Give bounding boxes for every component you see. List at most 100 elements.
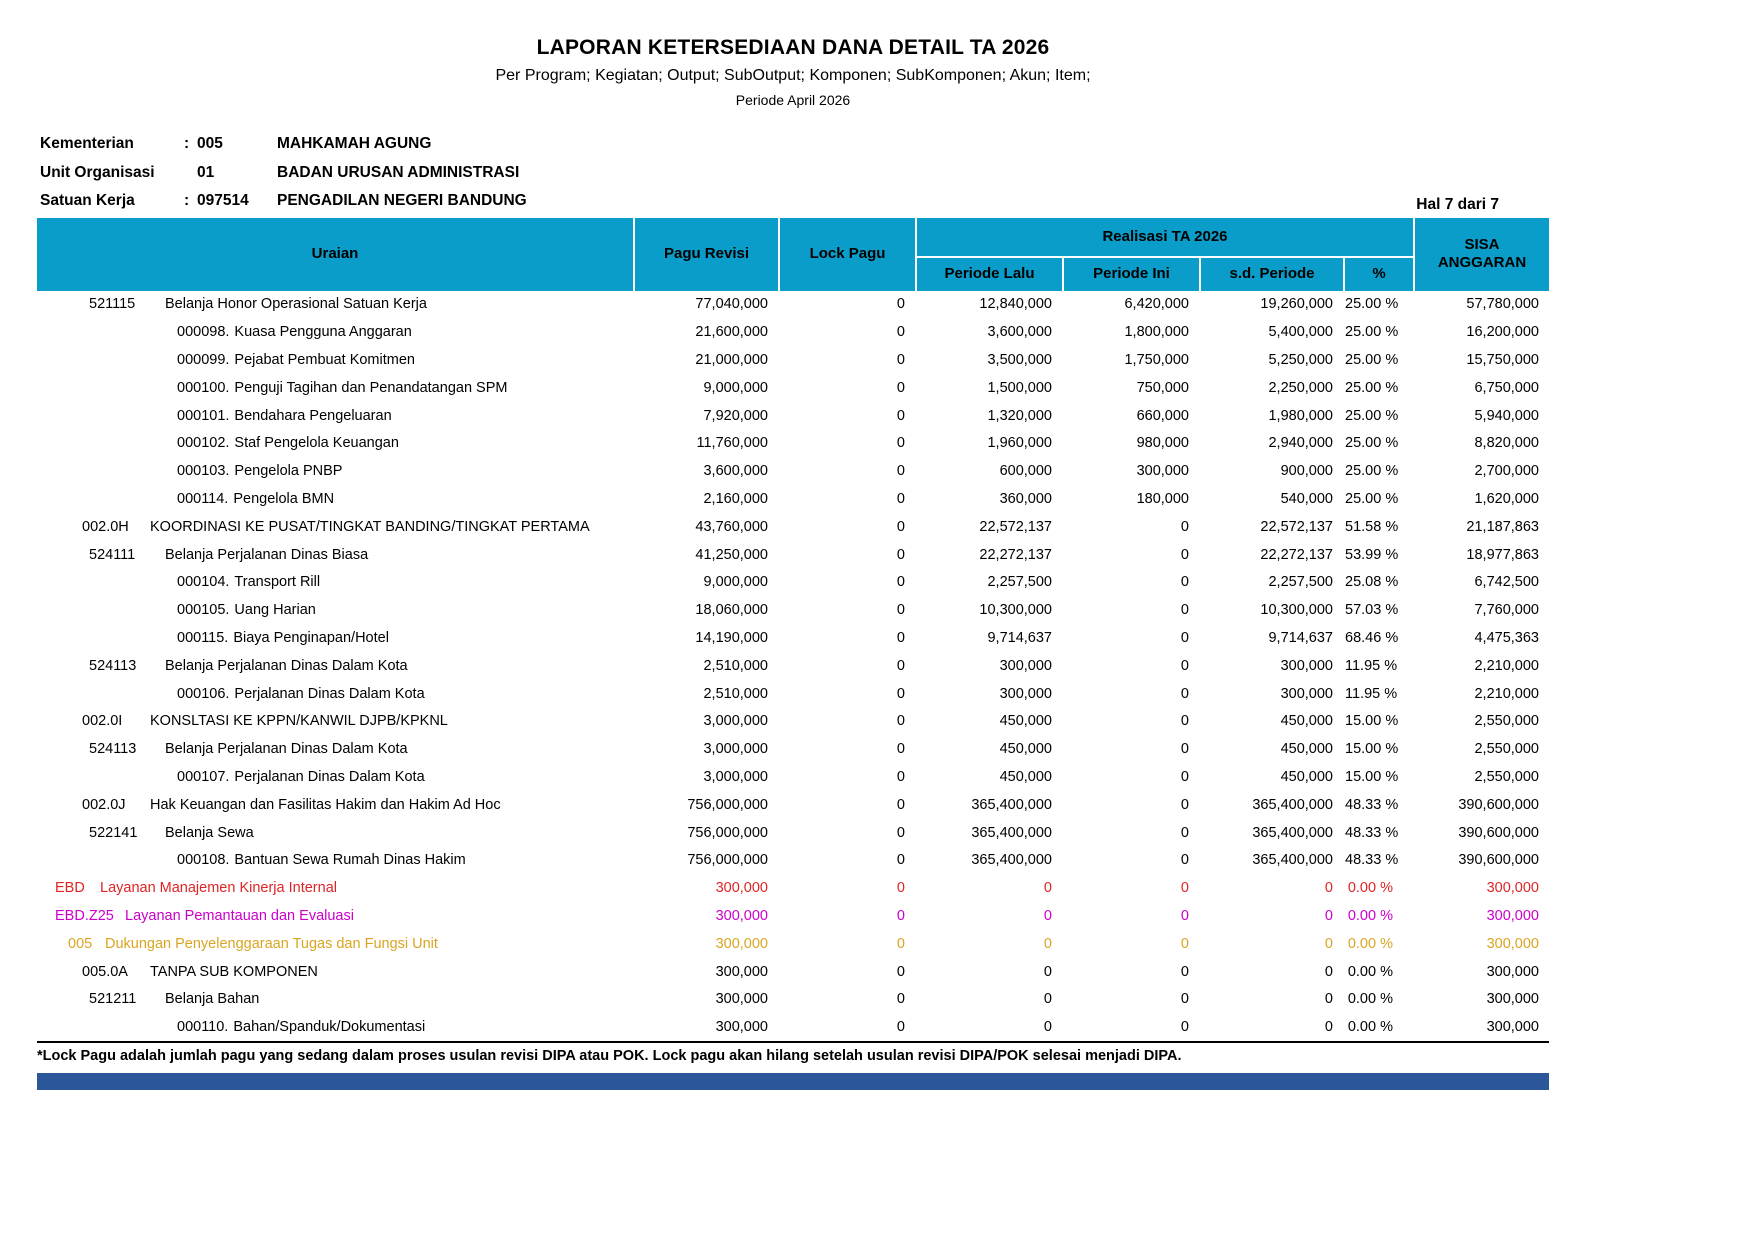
uraian-code: 000103. [177,463,230,480]
uraian-cell: 005.0A TANPA SUB KOMPONEN [37,964,633,980]
uraian-label: Bendahara Pengeluaran [234,407,392,424]
table-row: 000104. Transport Rill 9,000,000 0 2,257,500… [37,568,1549,596]
sd-periode-cell: 365,400,000 [1252,796,1333,813]
percent-cell: 11.95 % [1345,657,1398,674]
uraian-cell: 000106. Perjalanan Dinas Dalam Kota [37,686,633,702]
percent-cell: 11.95 % [1345,685,1398,702]
percent-cell: 15.00 % [1345,741,1399,758]
percent-cell: 25.00 % [1345,463,1399,480]
periode-lalu-cell: 9,714,637 [987,629,1052,646]
report-period: Periode April 2026 [735,92,851,108]
sisa-anggaran-cell: 300,000 [1486,935,1539,952]
table-row: 000115. Biaya Penginapan/Hotel 14,190,000 0… [37,624,1549,652]
percent-cell: 25.00 % [1345,351,1399,368]
column-header-percent: % [1345,257,1413,291]
table-row: 005.0A TANPA SUB KOMPONEN 300,000 0 0 0 0 0.00 … [37,958,1549,986]
meta-label: Kementerian [40,135,134,153]
table-row: 000110. Bahan/Spanduk/Dokumentasi 300,000 0… [37,1013,1549,1041]
table-row: 002.0I KONSLTASI KE KPPN/KANWIL DJPB/KPKN… [37,707,1549,735]
pagu-revisi-cell: 3,600,000 [703,463,768,480]
periode-lalu-cell: 365,400,000 [971,852,1052,869]
meta-row-satuan-kerja: Satuan Kerja : 097514 PENGADILAN NEGERI … [37,187,1549,216]
pagu-revisi-cell: 756,000,000 [687,796,768,813]
pagu-revisi-cell: 756,000,000 [687,852,768,869]
pagu-revisi-cell: 21,600,000 [695,324,768,341]
sd-periode-cell: 0 [1324,880,1333,897]
lock-pagu-cell: 0 [896,685,905,702]
uraian-cell: 002.0I KONSLTASI KE KPPN/KANWIL DJPB/KPKN… [37,713,633,729]
uraian-label: Dukungan Penyelenggaraan Tugas dan Fungs… [105,935,438,952]
uraian-label: Belanja Sewa [165,824,254,841]
periode-ini-cell: 0 [1180,713,1189,730]
sisa-anggaran-cell: 4,475,363 [1474,629,1539,646]
uraian-label: Layanan Pemantauan dan Evaluasi [125,907,354,924]
sisa-anggaran-cell: 2,700,000 [1474,463,1539,480]
table-row: 000099. Pejabat Pembuat Komitmen 21,000,00… [37,346,1549,374]
percent-cell: 0.00 % [1347,907,1393,924]
pagu-revisi-cell: 2,510,000 [703,657,768,674]
periode-ini-cell: 0 [1180,935,1189,952]
uraian-label: Biaya Penginapan/Hotel [233,629,389,646]
uraian-label: Uang Harian [234,602,316,619]
sd-periode-cell: 2,257,500 [1268,574,1333,591]
percent-cell: 25.08 % [1345,574,1399,591]
uraian-code: 000106. [177,685,230,702]
uraian-label: Belanja Perjalanan Dinas Dalam Kota [165,741,408,758]
percent-cell: 0.00 % [1347,935,1393,952]
sisa-anggaran-cell: 2,550,000 [1474,768,1539,785]
pagu-revisi-cell: 3,000,000 [703,741,768,758]
periode-lalu-cell: 450,000 [999,741,1052,758]
meta-value: PENGADILAN NEGERI BANDUNG [277,192,527,210]
uraian-cell: 521211 Belanja Bahan [37,991,633,1007]
uraian-cell: 000105. Uang Harian [37,602,633,618]
percent-cell: 48.33 % [1345,796,1399,813]
column-header-sd-periode: s.d. Periode [1201,257,1343,291]
pagu-revisi-cell: 77,040,000 [695,296,768,313]
periode-ini-cell: 0 [1180,518,1189,535]
lock-pagu-cell: 0 [896,490,905,507]
sisa-anggaran-cell: 390,600,000 [1458,852,1539,869]
periode-ini-cell: 750,000 [1136,379,1189,396]
table-row: 522141 Belanja Sewa 756,000,000 0 365,400,00… [37,819,1549,847]
sisa-anggaran-cell: 1,620,000 [1474,490,1539,507]
percent-cell: 48.33 % [1345,824,1399,841]
meta-row-kementerian: Kementerian : 005 MAHKAMAH AGUNG [37,130,1549,159]
uraian-cell: 000099. Pejabat Pembuat Komitmen [37,352,633,368]
uraian-code: 000102. [177,435,230,452]
lock-pagu-cell: 0 [896,324,905,341]
sisa-anggaran-cell: 6,750,000 [1474,379,1539,396]
periode-lalu-cell: 600,000 [999,463,1052,480]
periode-lalu-cell: 1,320,000 [987,407,1052,424]
periode-ini-cell: 0 [1180,546,1189,563]
sisa-anggaran-cell: 5,940,000 [1474,407,1539,424]
meta-value: BADAN URUSAN ADMINISTRASI [277,163,520,181]
percent-cell: 48.33 % [1345,852,1399,869]
table-row: 521211 Belanja Bahan 300,000 0 0 0 0 0.00 % 300,… [37,985,1549,1013]
periode-ini-cell: 1,750,000 [1124,351,1189,368]
periode-ini-cell: 0 [1180,824,1189,841]
sd-periode-cell: 0 [1324,935,1333,952]
uraian-code: 000108. [177,852,230,869]
periode-ini-cell: 6,420,000 [1124,296,1189,313]
pagu-revisi-cell: 300,000 [715,907,768,924]
sd-periode-cell: 450,000 [1280,741,1333,758]
pagu-revisi-cell: 300,000 [715,963,768,980]
periode-lalu-cell: 450,000 [999,768,1052,785]
periode-lalu-cell: 300,000 [999,685,1052,702]
uraian-cell: 000104. Transport Rill [37,574,633,590]
uraian-code: 005.0A [82,963,128,980]
periode-lalu-cell: 2,257,500 [987,574,1052,591]
sd-periode-cell: 365,400,000 [1252,824,1333,841]
pagu-revisi-cell: 21,000,000 [695,351,768,368]
meta-colon: : [184,135,190,153]
uraian-cell: 000114. Pengelola BMN [37,491,633,507]
sisa-anggaran-cell: 6,742,500 [1474,574,1539,591]
table-row: EBD Layanan Manajemen Kinerja Internal 300… [37,874,1549,902]
uraian-code: 000101. [177,407,230,424]
periode-ini-cell: 0 [1180,907,1189,924]
meta-colon: : [184,192,190,210]
percent-cell: 25.00 % [1345,379,1399,396]
uraian-cell: EBD.Z25 Layanan Pemantauan dan Evaluasi [37,908,633,924]
sd-periode-cell: 0 [1324,991,1333,1008]
periode-ini-cell: 0 [1180,991,1189,1008]
